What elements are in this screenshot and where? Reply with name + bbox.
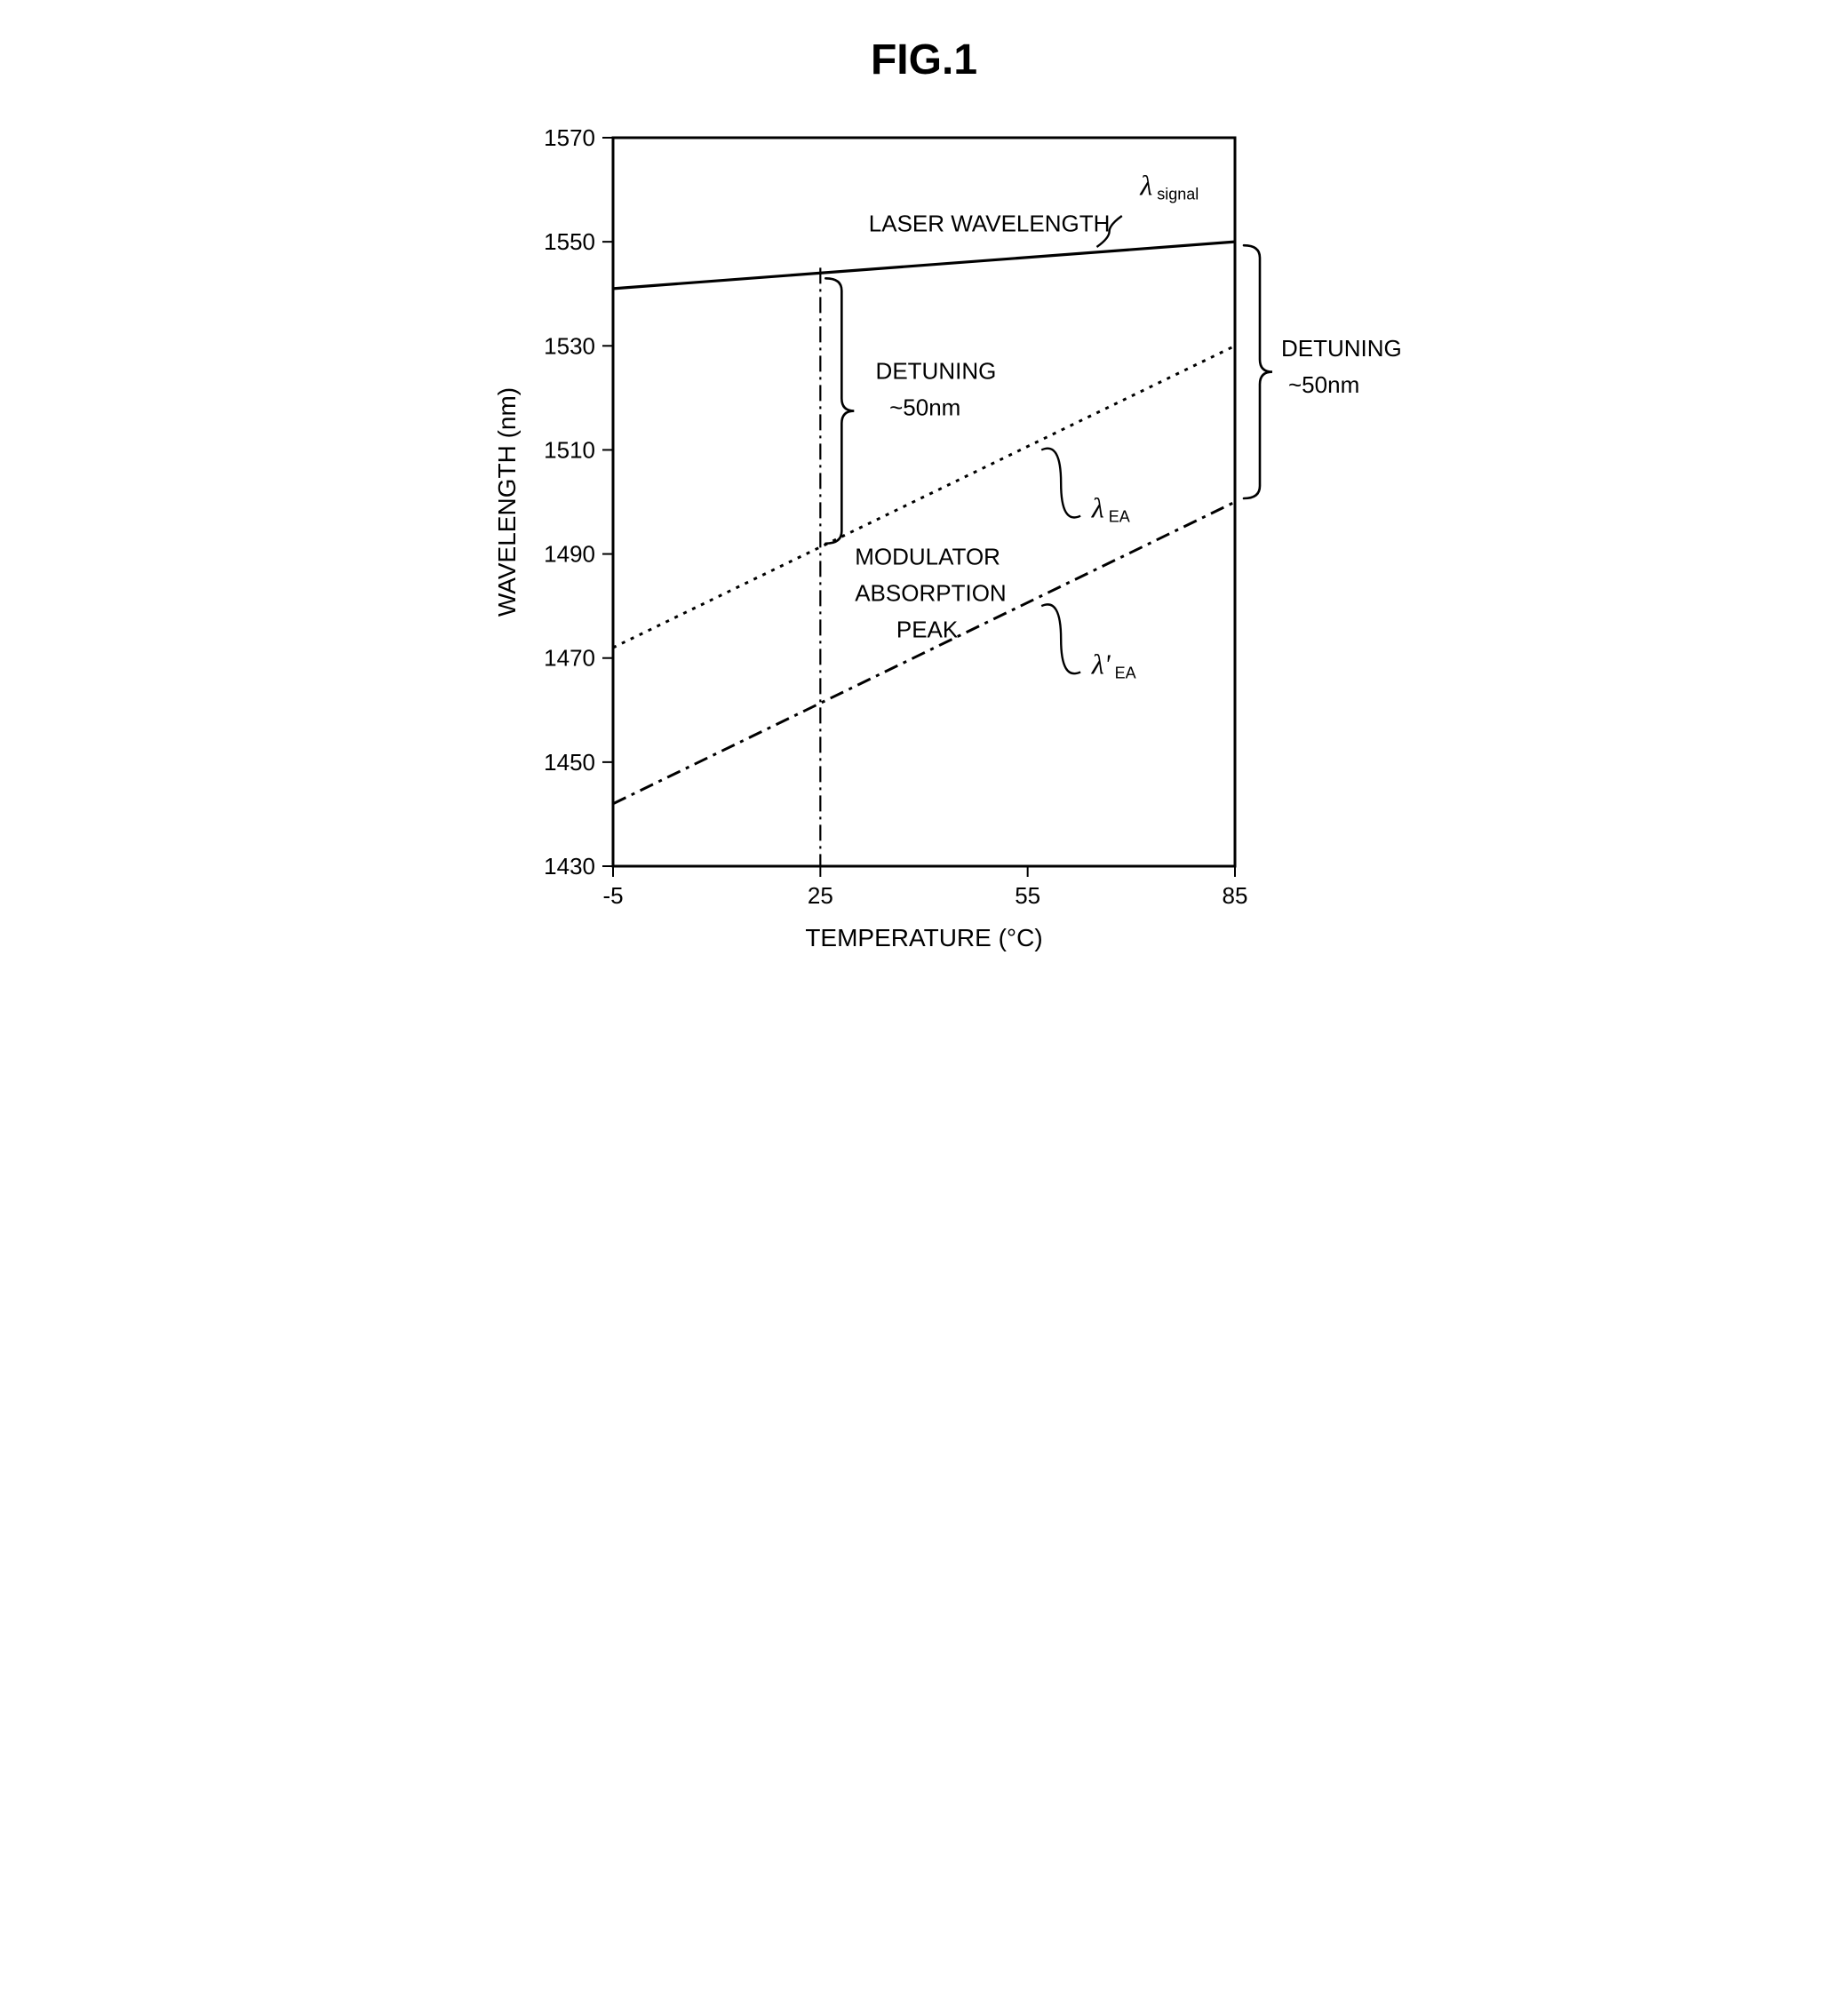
y-axis-label: WAVELENGTH (nm)	[493, 387, 521, 617]
y-tick-label: 1430	[544, 853, 595, 880]
label-laser-wavelength: LASER WAVELENGTH	[869, 210, 1111, 236]
label-mod-abs-1: MODULATOR	[855, 543, 1000, 569]
detuning-right-1: DETUNING	[1281, 335, 1402, 362]
y-tick-label: 1510	[544, 436, 595, 463]
label-mod-abs-2: ABSORPTION	[855, 579, 1006, 606]
detuning-mid-1: DETUNING	[876, 357, 997, 384]
label-mod-abs-3: PEAK	[896, 616, 959, 642]
figure-title: FIG.1	[480, 36, 1368, 84]
figure-title-text: FIG.1	[871, 36, 977, 84]
y-tick-label: 1490	[544, 541, 595, 568]
detuning-right-2: ~50nm	[1288, 371, 1359, 398]
y-tick-label: 1470	[544, 645, 595, 672]
x-tick-label: 25	[808, 882, 833, 909]
x-tick-label: 55	[1015, 882, 1040, 909]
brace-right	[1244, 245, 1272, 498]
x-tick-label: -5	[602, 882, 623, 909]
figure: FIG.1 -5 25 55 85 1430 1450 1470 1490 1510 1530 15…	[480, 36, 1368, 964]
x-axis-label: TEMPERATURE (°C)	[805, 924, 1042, 951]
detuning-mid-2: ~50nm	[889, 394, 960, 420]
x-tick-label: 85	[1223, 882, 1248, 909]
plot-area	[613, 138, 1235, 866]
chart-svg: -5 25 55 85 1430 1450 1470 1490 1510 1530 1550 1570…	[480, 111, 1439, 964]
chart: -5 25 55 85 1430 1450 1470 1490 1510 1530 1550 1570…	[480, 111, 1368, 964]
y-tick-label: 1570	[544, 124, 595, 151]
y-tick-label: 1450	[544, 749, 595, 776]
y-tick-label: 1550	[544, 228, 595, 255]
y-tick-label: 1530	[544, 332, 595, 359]
